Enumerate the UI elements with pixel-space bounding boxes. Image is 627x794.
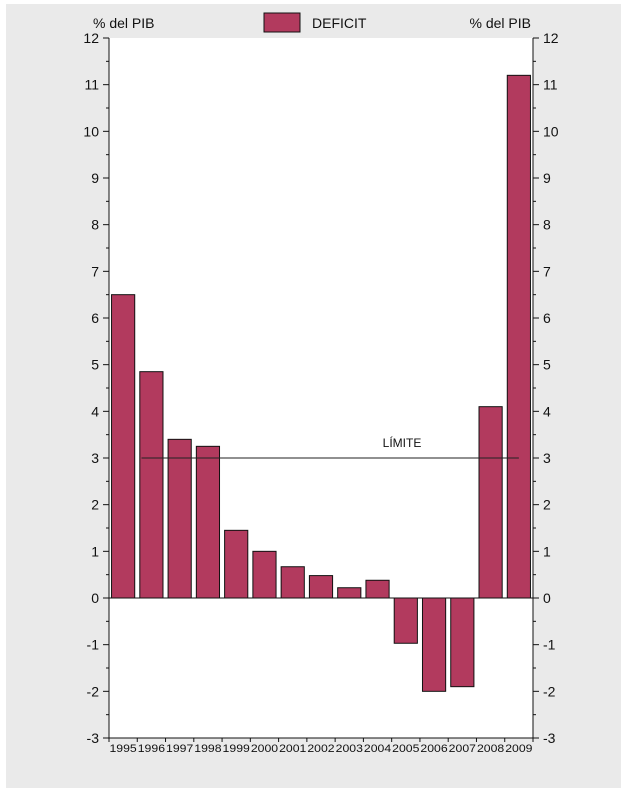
left-tick-label-12: 12 bbox=[83, 30, 99, 46]
left-tick-label--1: -1 bbox=[87, 637, 100, 653]
right-tick-label--3: -3 bbox=[543, 730, 556, 746]
bar-1999 bbox=[224, 529, 249, 599]
x-tick-label-2005: 2005 bbox=[392, 743, 419, 755]
right-tick-label-2: 2 bbox=[543, 497, 551, 513]
x-tick-label-1995: 1995 bbox=[109, 743, 136, 755]
right-tick-label-9: 9 bbox=[543, 170, 551, 186]
limit-label: LÍMITE bbox=[383, 435, 422, 450]
legend-swatch bbox=[263, 12, 301, 33]
right-tick-label-3: 3 bbox=[543, 450, 551, 466]
right-tick-label--1: -1 bbox=[543, 637, 556, 653]
right-tick-label-0: 0 bbox=[543, 590, 551, 606]
bar-2000 bbox=[252, 550, 277, 599]
right-tick-label--2: -2 bbox=[543, 683, 556, 699]
left-tick-label-2: 2 bbox=[91, 497, 99, 513]
left-tick-label-7: 7 bbox=[91, 263, 99, 279]
bar-1997 bbox=[167, 438, 192, 599]
x-tick-label-2001: 2001 bbox=[279, 743, 306, 755]
left-tick-label-0: 0 bbox=[91, 590, 99, 606]
legend-label: DEFICIT bbox=[312, 15, 367, 31]
bar-2003 bbox=[337, 587, 362, 599]
left-tick-label--2: -2 bbox=[87, 683, 100, 699]
bar-1996 bbox=[139, 371, 164, 599]
left-tick-label-10: 10 bbox=[83, 123, 99, 139]
bar-2002 bbox=[308, 575, 334, 599]
y-axis-label-left: % del PIB bbox=[93, 15, 154, 31]
x-tick-label-1997: 1997 bbox=[166, 743, 193, 755]
bar-2001 bbox=[280, 566, 305, 599]
right-tick-label-12: 12 bbox=[543, 30, 559, 46]
right-tick-label-7: 7 bbox=[543, 263, 551, 279]
x-tick-label-2009: 2009 bbox=[505, 743, 532, 755]
x-tick-label-2007: 2007 bbox=[449, 743, 476, 755]
y-axis-label-right: % del PIB bbox=[470, 15, 531, 31]
x-tick-label-2008: 2008 bbox=[477, 743, 504, 755]
bar-2007 bbox=[450, 597, 475, 688]
left-tick-label-9: 9 bbox=[91, 170, 99, 186]
x-tick-label-2002: 2002 bbox=[307, 743, 334, 755]
right-tick-label-11: 11 bbox=[543, 77, 558, 93]
right-tick-label-6: 6 bbox=[543, 310, 551, 326]
x-tick-label-2003: 2003 bbox=[336, 743, 363, 755]
left-tick-label-8: 8 bbox=[91, 217, 99, 233]
x-tick-label-1998: 1998 bbox=[194, 743, 221, 755]
right-tick-label-1: 1 bbox=[543, 543, 551, 559]
labels-group: LÍMITE-3 -3-2 -2-1 -10 01 12 23 34 45 56 67 78 89 910… bbox=[83, 12, 559, 755]
axes-group bbox=[103, 37, 539, 742]
bar-2006 bbox=[421, 597, 447, 692]
right-tick-label-8: 8 bbox=[543, 217, 551, 233]
bar-1995 bbox=[111, 294, 136, 599]
bars-group bbox=[111, 74, 531, 692]
left-tick-label-11: 11 bbox=[84, 77, 99, 93]
left-tick-label--3: -3 bbox=[87, 730, 100, 746]
right-tick-label-5: 5 bbox=[543, 357, 551, 373]
x-tick-label-2000: 2000 bbox=[251, 743, 278, 755]
bar-1998 bbox=[195, 445, 221, 599]
left-tick-label-4: 4 bbox=[91, 403, 99, 419]
x-tick-label-1999: 1999 bbox=[223, 743, 250, 755]
bar-2005 bbox=[393, 597, 418, 644]
deficit-bar-chart: LÍMITE-3 -3-2 -2-1 -10 01 12 23 34 45 56 67 78 89 910… bbox=[83, 12, 559, 755]
left-tick-label-3: 3 bbox=[91, 450, 99, 466]
right-tick-label-10: 10 bbox=[543, 123, 559, 139]
left-tick-label-6: 6 bbox=[91, 310, 99, 326]
chart-panel: LÍMITE -3 -3 -2 -2 -1 -1 0 0 1 1 2 2 3 3 4 4 5 5 6 6 7 7 8 8 9 9 10… bbox=[6, 4, 621, 788]
x-tick-label-2006: 2006 bbox=[420, 743, 447, 755]
bar-2008 bbox=[478, 406, 503, 599]
bar-2004 bbox=[365, 579, 390, 599]
bar-2009 bbox=[506, 74, 531, 599]
left-tick-label-1: 1 bbox=[91, 543, 99, 559]
x-tick-label-1996: 1996 bbox=[138, 743, 165, 755]
x-tick-label-2004: 2004 bbox=[364, 743, 391, 755]
left-tick-label-5: 5 bbox=[91, 357, 99, 373]
right-tick-label-4: 4 bbox=[543, 403, 551, 419]
